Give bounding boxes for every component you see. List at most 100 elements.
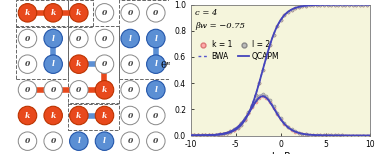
Point	[231, 128, 237, 130]
Point	[296, 131, 302, 134]
Point	[335, 134, 341, 137]
Point	[278, 19, 284, 21]
Point	[224, 132, 230, 134]
Point	[224, 132, 230, 134]
Point	[346, 3, 352, 6]
Point	[353, 134, 359, 137]
Text: k: k	[51, 111, 56, 120]
Point	[357, 134, 363, 137]
Point	[224, 132, 230, 134]
Point	[199, 134, 205, 137]
Point	[206, 134, 212, 136]
Text: 0: 0	[51, 137, 56, 145]
Point	[256, 96, 262, 99]
Text: c = 4: c = 4	[195, 8, 218, 16]
Circle shape	[147, 55, 165, 73]
Point	[285, 11, 291, 13]
Point	[310, 134, 316, 136]
Point	[296, 6, 302, 8]
Point	[209, 134, 215, 136]
Point	[310, 4, 316, 6]
Circle shape	[18, 4, 37, 22]
Point	[317, 4, 323, 6]
Point	[249, 106, 255, 109]
Point	[195, 134, 201, 137]
Point	[335, 3, 341, 6]
Text: 0: 0	[51, 86, 56, 94]
Point	[285, 11, 291, 13]
Circle shape	[121, 4, 139, 22]
Point	[332, 3, 338, 6]
Circle shape	[70, 55, 88, 73]
Text: l: l	[129, 34, 132, 43]
Text: k: k	[25, 111, 30, 120]
Point	[260, 69, 266, 71]
Point	[228, 131, 234, 133]
Point	[238, 122, 244, 124]
Circle shape	[147, 4, 165, 22]
Point	[274, 111, 280, 114]
Text: l: l	[154, 60, 157, 68]
Point	[281, 122, 287, 124]
Point	[361, 3, 367, 6]
Point	[346, 134, 352, 137]
Point	[213, 133, 219, 136]
Point	[217, 133, 223, 135]
Point	[206, 134, 212, 136]
Point	[238, 123, 244, 126]
Point	[335, 3, 341, 6]
Point	[364, 134, 370, 137]
Point	[353, 134, 359, 137]
Point	[220, 132, 226, 135]
Point	[199, 134, 205, 137]
Point	[288, 128, 294, 131]
Point	[328, 134, 334, 137]
Point	[353, 3, 359, 6]
Circle shape	[44, 106, 62, 125]
Point	[231, 129, 237, 132]
Point	[321, 4, 327, 6]
Point	[328, 134, 334, 137]
Circle shape	[44, 29, 62, 48]
Point	[195, 134, 201, 137]
Circle shape	[147, 81, 165, 99]
Circle shape	[44, 81, 62, 99]
Point	[267, 44, 273, 46]
Point	[314, 4, 320, 6]
Point	[364, 3, 370, 6]
Point	[235, 125, 241, 128]
Point	[253, 99, 259, 101]
Text: 0: 0	[25, 60, 30, 68]
Point	[317, 134, 323, 136]
Point	[324, 134, 330, 137]
Point	[188, 134, 194, 137]
Point	[314, 134, 320, 136]
Point	[195, 134, 201, 137]
Text: l: l	[52, 60, 54, 68]
Point	[307, 4, 313, 7]
Circle shape	[44, 4, 62, 22]
Point	[249, 105, 255, 107]
Point	[299, 132, 305, 135]
Point	[220, 132, 226, 135]
Point	[292, 130, 298, 133]
Text: k: k	[76, 9, 81, 17]
Point	[267, 99, 273, 102]
Point	[339, 134, 345, 137]
Point	[192, 134, 198, 137]
Point	[235, 127, 241, 129]
Point	[281, 14, 287, 17]
Text: k: k	[25, 9, 30, 17]
Circle shape	[70, 4, 88, 22]
Point	[228, 130, 234, 133]
Point	[267, 44, 273, 46]
Point	[209, 134, 215, 136]
Point	[213, 133, 219, 136]
Point	[253, 93, 259, 96]
Point	[314, 4, 320, 6]
Point	[288, 8, 294, 11]
Point	[335, 134, 341, 137]
Point	[192, 134, 198, 137]
Point	[202, 134, 208, 136]
Point	[217, 133, 223, 136]
